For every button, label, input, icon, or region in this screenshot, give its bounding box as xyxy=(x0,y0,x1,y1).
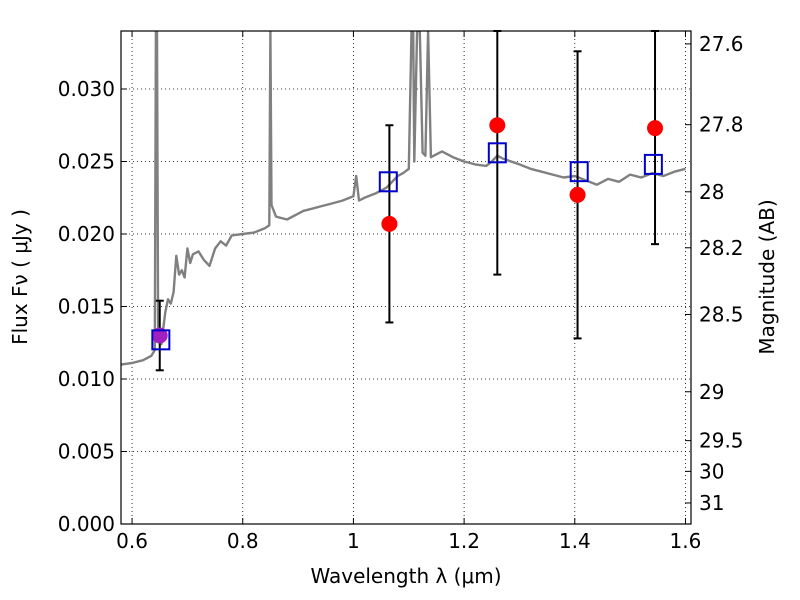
x-tick-label: 1.6 xyxy=(670,529,702,553)
model-point xyxy=(151,329,171,351)
model-point xyxy=(569,161,589,183)
x-tick-label: 0.6 xyxy=(116,529,148,553)
y-tick-label: 0.015 xyxy=(58,295,115,319)
mag-tick-label: 30 xyxy=(699,459,724,483)
y-axis-label: Flux Fν ( μJy ) xyxy=(8,209,32,345)
model-point xyxy=(643,153,663,175)
x-tick-label: 0.8 xyxy=(227,529,259,553)
mag-tick-label: 27.6 xyxy=(699,32,744,56)
observed-point xyxy=(489,117,506,134)
x-tick-label: 1.4 xyxy=(559,529,591,553)
axes: 0.6 0.8 1 1.2 1.4 1.6 0.000 0.005 0.010 0.015 0.02… xyxy=(58,31,744,553)
mag-tick-label: 28.2 xyxy=(699,236,744,260)
model-point xyxy=(487,142,507,164)
mag-tick-label: 27.8 xyxy=(699,113,744,137)
grid xyxy=(121,31,691,525)
y-tick-label: 0.020 xyxy=(58,222,115,246)
observed-point xyxy=(381,215,398,232)
mag-tick-label: 28 xyxy=(699,180,724,204)
y-tick-label: 0.005 xyxy=(58,440,115,464)
observed-point xyxy=(569,186,586,203)
x-tick-label: 1.2 xyxy=(448,529,480,553)
y-tick-label: 0.000 xyxy=(58,512,115,536)
y-tick-label: 0.025 xyxy=(58,150,115,174)
model-point xyxy=(378,171,398,193)
y-tick-label: 0.010 xyxy=(58,367,115,391)
mag-tick-label: 31 xyxy=(699,491,724,515)
mag-tick-label: 29 xyxy=(699,380,724,404)
observed-point xyxy=(647,120,664,137)
mag-tick-label: 28.5 xyxy=(699,302,744,326)
plot-frame xyxy=(120,30,692,525)
mag-tick-label: 29.5 xyxy=(699,429,744,453)
x-axis-label: Wavelength λ (μm) xyxy=(310,564,501,588)
y-tick-label: 0.030 xyxy=(58,77,115,101)
spectrum-line xyxy=(121,31,686,366)
plot-series xyxy=(121,30,686,372)
x-tick-label: 1 xyxy=(347,529,360,553)
y-axis-right-label: Magnitude (AB) xyxy=(755,199,779,354)
